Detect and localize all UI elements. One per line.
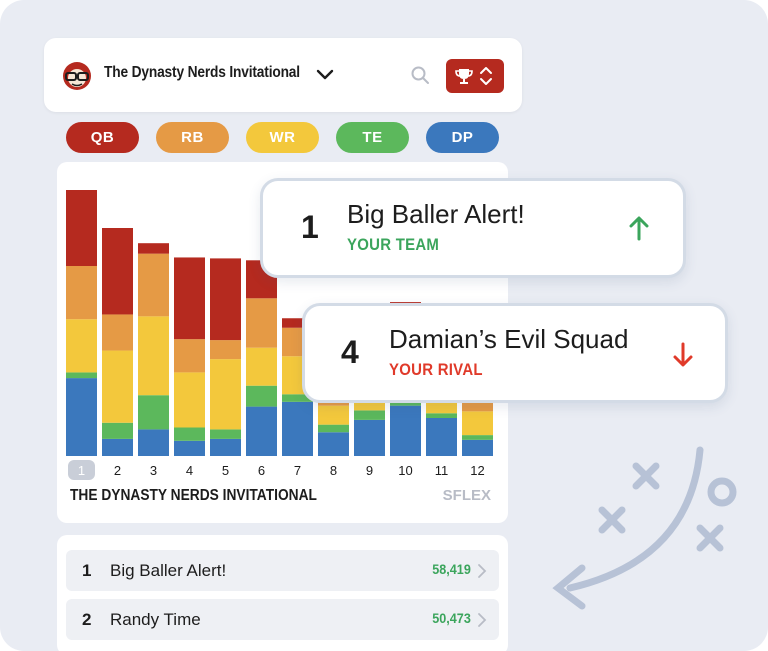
standings-rank: 1 — [82, 561, 92, 580]
app-header: The Dynasty Nerds Invitational — [44, 38, 522, 112]
bar-segment-wr-5 — [210, 359, 241, 430]
trophy-league-switch-button[interactable] — [446, 59, 504, 93]
bar-segment-rb-4 — [174, 339, 205, 373]
x-tick-label[interactable]: 2 — [114, 463, 121, 478]
bar-segment-rb-3 — [138, 253, 169, 317]
bar-segment-te-8 — [318, 424, 349, 433]
bar-segment-wr-3 — [138, 316, 169, 396]
play-diagram-decoration — [552, 446, 737, 610]
x-tick-label[interactable]: 1 — [78, 463, 85, 478]
bar-segment-dp-12 — [462, 439, 493, 456]
bar-segment-te-2 — [102, 422, 133, 439]
bar-segment-qb-5 — [210, 258, 241, 341]
bar-segment-qb-4 — [174, 257, 205, 340]
x-tick-label[interactable]: 9 — [366, 463, 373, 478]
standings-rank: 2 — [82, 610, 92, 629]
x-tick-label[interactable]: 11 — [435, 463, 449, 478]
bar-segment-dp-10 — [390, 405, 421, 456]
position-pill-wr[interactable]: WR — [246, 122, 319, 153]
bar-segment-rb-2 — [102, 314, 133, 351]
bar-segment-te-4 — [174, 427, 205, 441]
your-rival-card[interactable]: 4 Damian’s Evil Squad YOUR RIVAL — [302, 303, 728, 403]
chart-league-title: THE DYNASTY NERDS INVITATIONAL — [70, 487, 317, 504]
bar-segment-te-11 — [426, 413, 457, 418]
bar-segment-wr-8 — [318, 405, 349, 425]
standings-row[interactable]: 1 Big Baller Alert! 58,419 — [66, 550, 499, 591]
team-card-tag: YOUR TEAM — [347, 235, 440, 254]
your-team-card[interactable]: 1 Big Baller Alert! YOUR TEAM — [260, 178, 686, 278]
bar-segment-qb-1 — [66, 190, 97, 266]
chevron-right-icon — [478, 613, 487, 627]
arrow-down-icon — [673, 342, 693, 367]
bar-segment-rb-5 — [210, 340, 241, 360]
x-tick-label[interactable]: 8 — [330, 463, 337, 478]
bar-segment-dp-7 — [282, 401, 313, 456]
bar-segment-dp-2 — [102, 438, 133, 456]
search-icon[interactable] — [410, 65, 430, 85]
bar-segment-te-6 — [246, 385, 277, 407]
bar-segment-rb-1 — [66, 266, 97, 320]
standings-list: 1 Big Baller Alert! 58,419 2 Randy Time … — [57, 535, 508, 651]
bar-segment-dp-5 — [210, 438, 241, 456]
bar-segment-wr-2 — [102, 350, 133, 423]
team-name: Randy Time — [110, 610, 201, 629]
team-name: Big Baller Alert! — [110, 561, 227, 580]
rival-card-rank: 4 — [341, 334, 359, 370]
bar-segment-wr-12 — [462, 411, 493, 436]
team-value: 58,419 — [432, 561, 471, 577]
x-tick-label[interactable]: 12 — [470, 463, 484, 478]
chevron-down-icon[interactable] — [314, 64, 336, 86]
bar-segment-te-5 — [210, 429, 241, 439]
bar-segment-te-12 — [462, 435, 493, 440]
bar-segment-te-1 — [66, 372, 97, 379]
bar-segment-dp-3 — [138, 429, 169, 456]
bar-segment-wr-6 — [246, 347, 277, 386]
bar-segment-qb-2 — [102, 228, 133, 315]
bar-segment-dp-8 — [318, 432, 349, 456]
bar-segment-te-10 — [390, 401, 421, 406]
bar-segment-qb-7 — [282, 318, 313, 328]
bar-segment-te-7 — [282, 394, 313, 402]
x-tick-label[interactable]: 5 — [222, 463, 229, 478]
trophy-icon — [455, 69, 473, 84]
bar-segment-qb-3 — [138, 243, 169, 254]
bar-segment-dp-9 — [354, 419, 385, 456]
bar-segment-dp-6 — [246, 406, 277, 456]
selected-team-highlight — [68, 460, 95, 480]
x-tick-label[interactable]: 10 — [398, 463, 412, 478]
position-pill-dp[interactable]: DP — [426, 122, 499, 153]
bar-segment-dp-11 — [426, 418, 457, 456]
bar-segment-wr-1 — [66, 319, 97, 373]
arrow-up-icon — [629, 216, 649, 241]
rival-card-name: Damian’s Evil Squad — [389, 324, 629, 354]
x-tick-label[interactable]: 3 — [150, 463, 157, 478]
bar-segment-rb-6 — [246, 298, 277, 348]
position-pill-qb[interactable]: QB — [66, 122, 139, 153]
rival-card-tag: YOUR RIVAL — [389, 360, 483, 379]
x-tick-label[interactable]: 4 — [186, 463, 193, 478]
x-tick-label[interactable]: 7 — [294, 463, 301, 478]
position-filter-pills: QB RB WR TE DP — [66, 122, 526, 154]
team-value: 50,473 — [432, 610, 471, 626]
standings-row[interactable]: 2 Randy Time 50,473 — [66, 599, 499, 640]
bar-segment-te-3 — [138, 395, 169, 430]
bar-segment-te-9 — [354, 410, 385, 420]
nerd-logo-icon — [63, 62, 91, 90]
x-tick-label[interactable]: 6 — [258, 463, 265, 478]
position-pill-te[interactable]: TE — [336, 122, 409, 153]
bar-segment-dp-4 — [174, 440, 205, 456]
bar-segment-dp-1 — [66, 378, 97, 456]
chevron-right-icon — [478, 564, 487, 578]
league-title[interactable]: The Dynasty Nerds Invitational — [104, 64, 300, 81]
team-card-rank: 1 — [301, 209, 319, 245]
up-down-chevron-icon — [480, 67, 492, 85]
team-card-name: Big Baller Alert! — [347, 199, 525, 229]
league-format-tag: SFLEX — [442, 487, 491, 504]
bar-segment-wr-4 — [174, 372, 205, 428]
position-pill-rb[interactable]: RB — [156, 122, 229, 153]
